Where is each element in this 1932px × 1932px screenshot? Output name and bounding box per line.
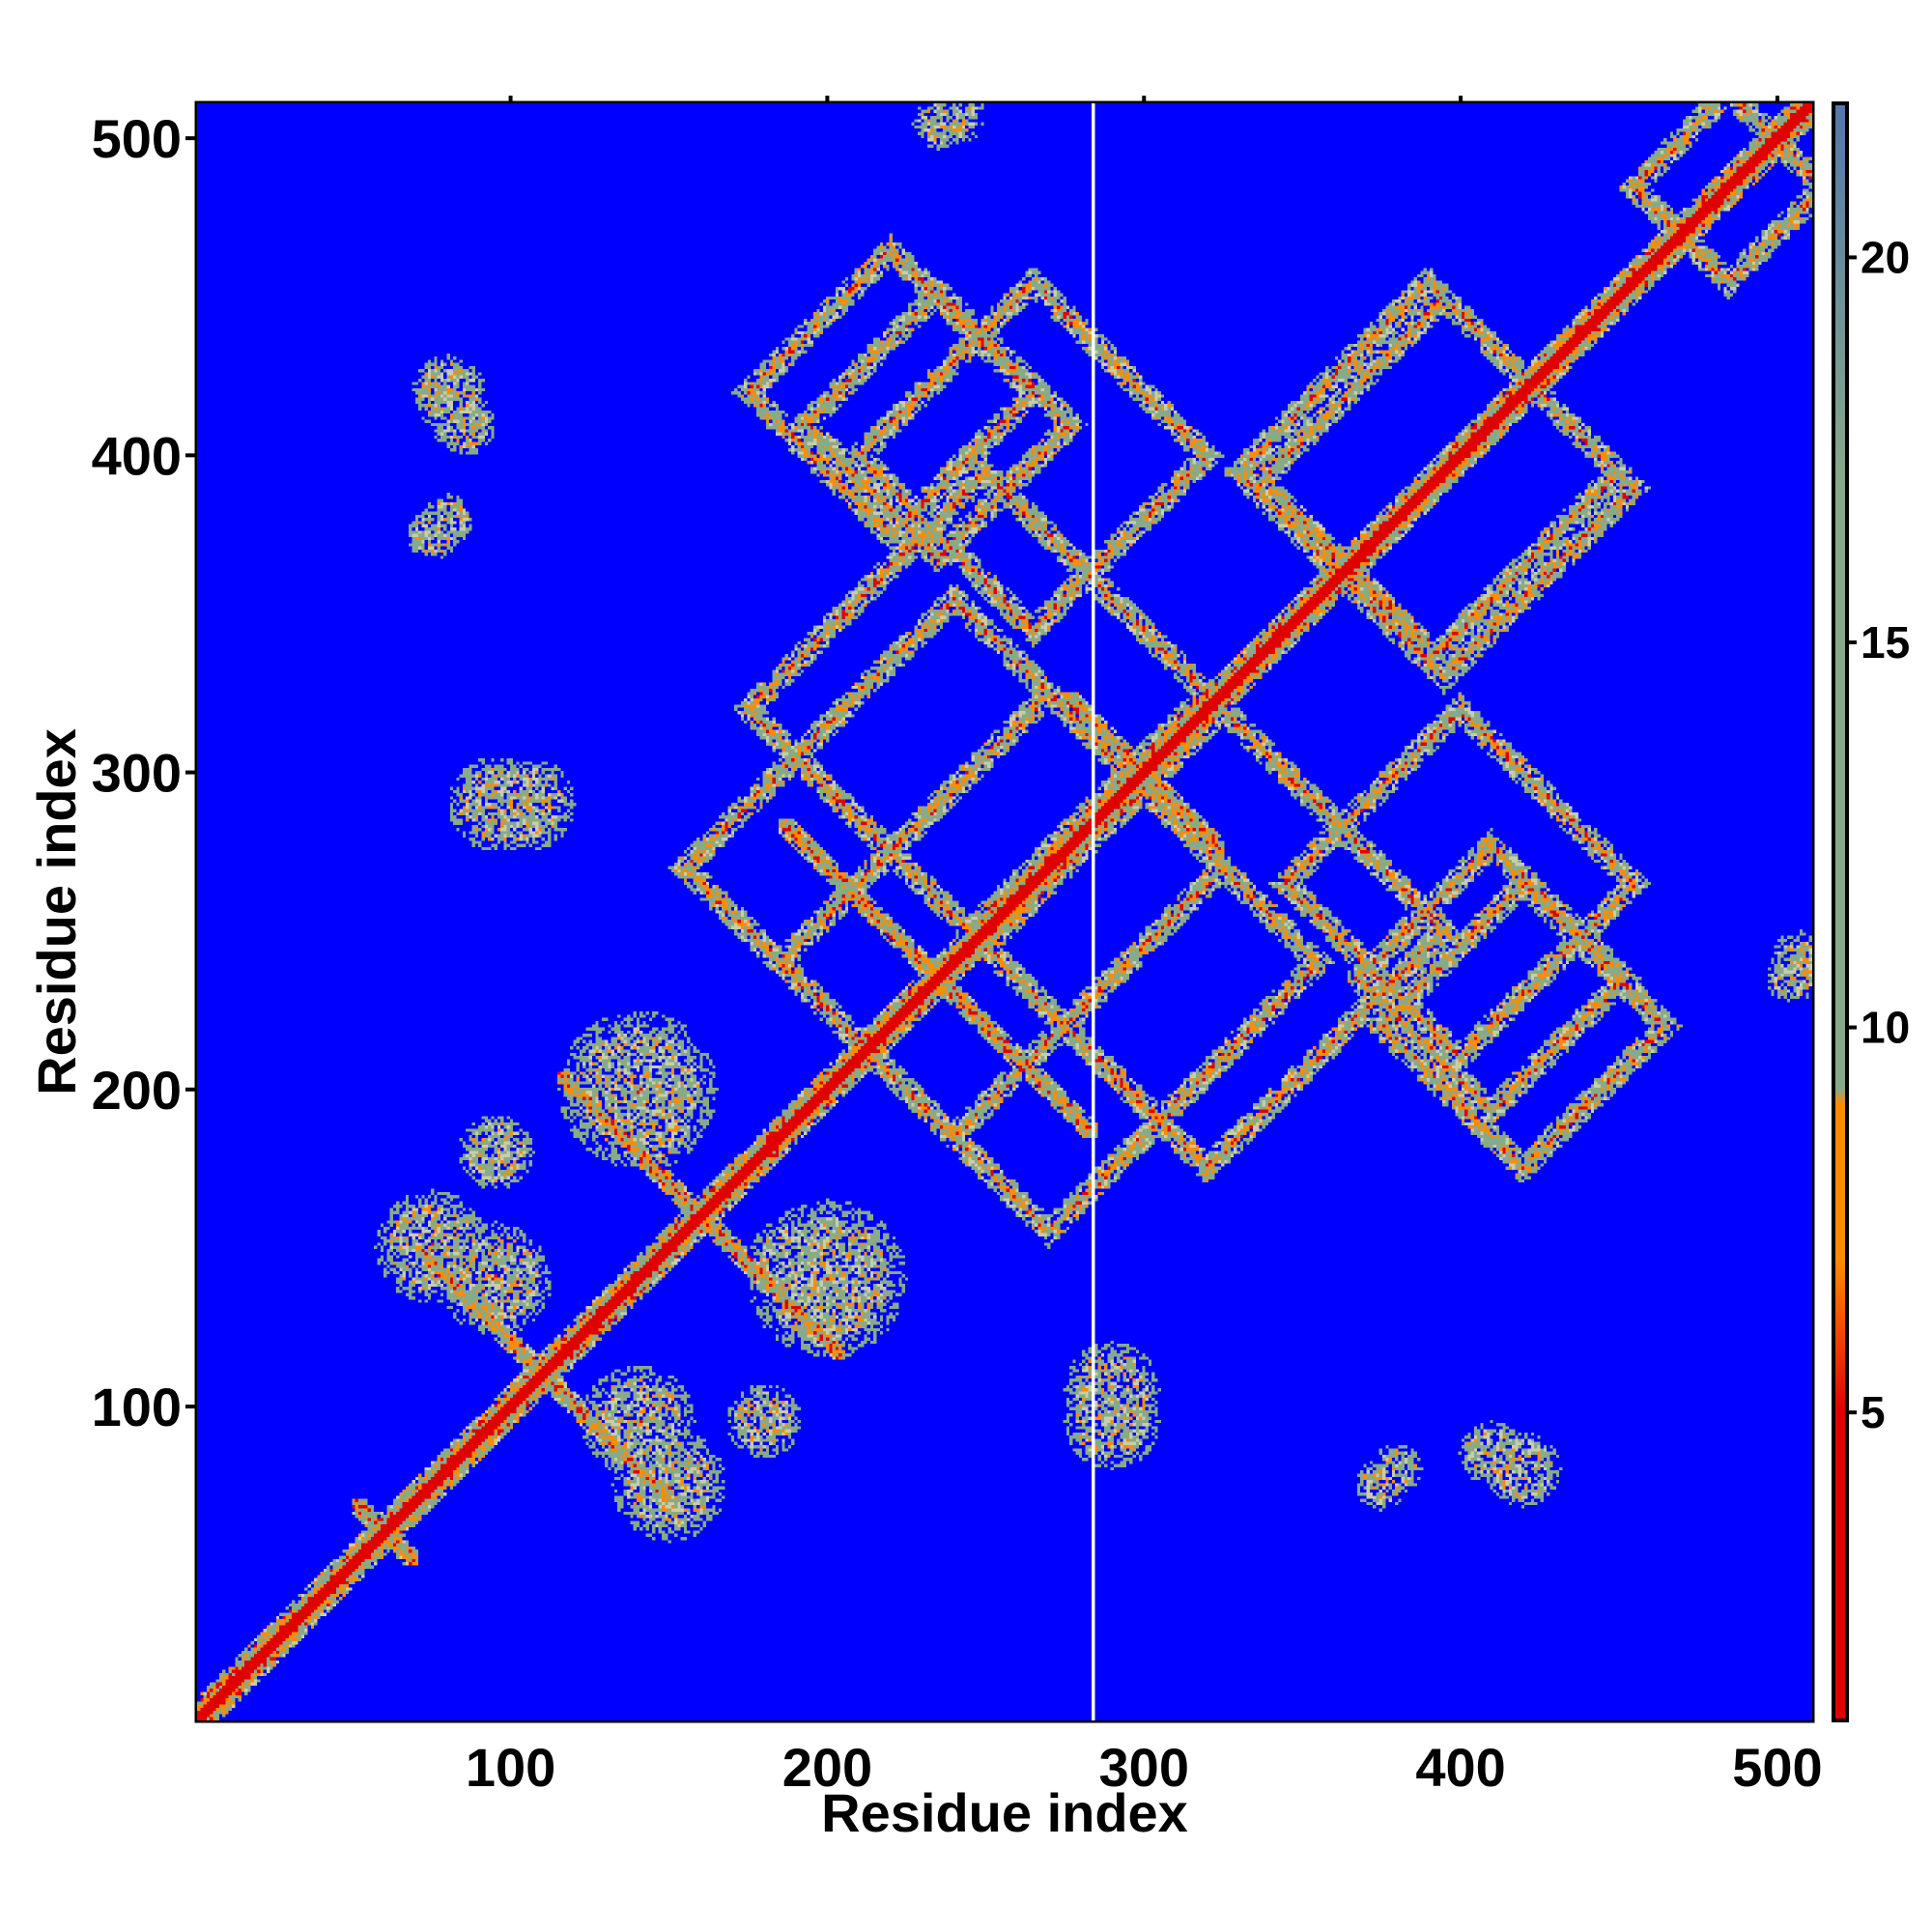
- x-tick-label: 500: [1732, 1737, 1822, 1798]
- colorbar: 5 10 15 20: [1832, 101, 1910, 1722]
- x-axis-title: Residue index: [821, 1782, 1188, 1843]
- y-axis-ticks: 100 200 300 400 500: [92, 108, 197, 1437]
- y-tick-label: 100: [92, 1377, 182, 1437]
- colorbar-tick-label: 20: [1861, 232, 1910, 282]
- y-tick-label: 300: [92, 743, 182, 804]
- contact-heatmap: [197, 103, 1812, 1720]
- x-tick-label: 400: [1415, 1737, 1505, 1798]
- y-tick-label: 500: [92, 108, 182, 169]
- colorbar-tick-label: 5: [1861, 1387, 1886, 1437]
- x-axis-ticks: 100 200 300 400 500: [466, 96, 1823, 1798]
- x-tick-label: 300: [1099, 1737, 1189, 1798]
- colorbar-bar: [1832, 101, 1849, 1722]
- x-tick-label: 200: [782, 1737, 872, 1798]
- y-axis-title: Residue index: [26, 728, 87, 1095]
- y-tick-label: 200: [92, 1060, 182, 1121]
- y-tick-label: 400: [92, 425, 182, 486]
- colorbar-tick-label: 10: [1861, 1003, 1910, 1053]
- colorbar-tick-label: 15: [1861, 617, 1910, 668]
- x-tick-label: 100: [466, 1737, 555, 1798]
